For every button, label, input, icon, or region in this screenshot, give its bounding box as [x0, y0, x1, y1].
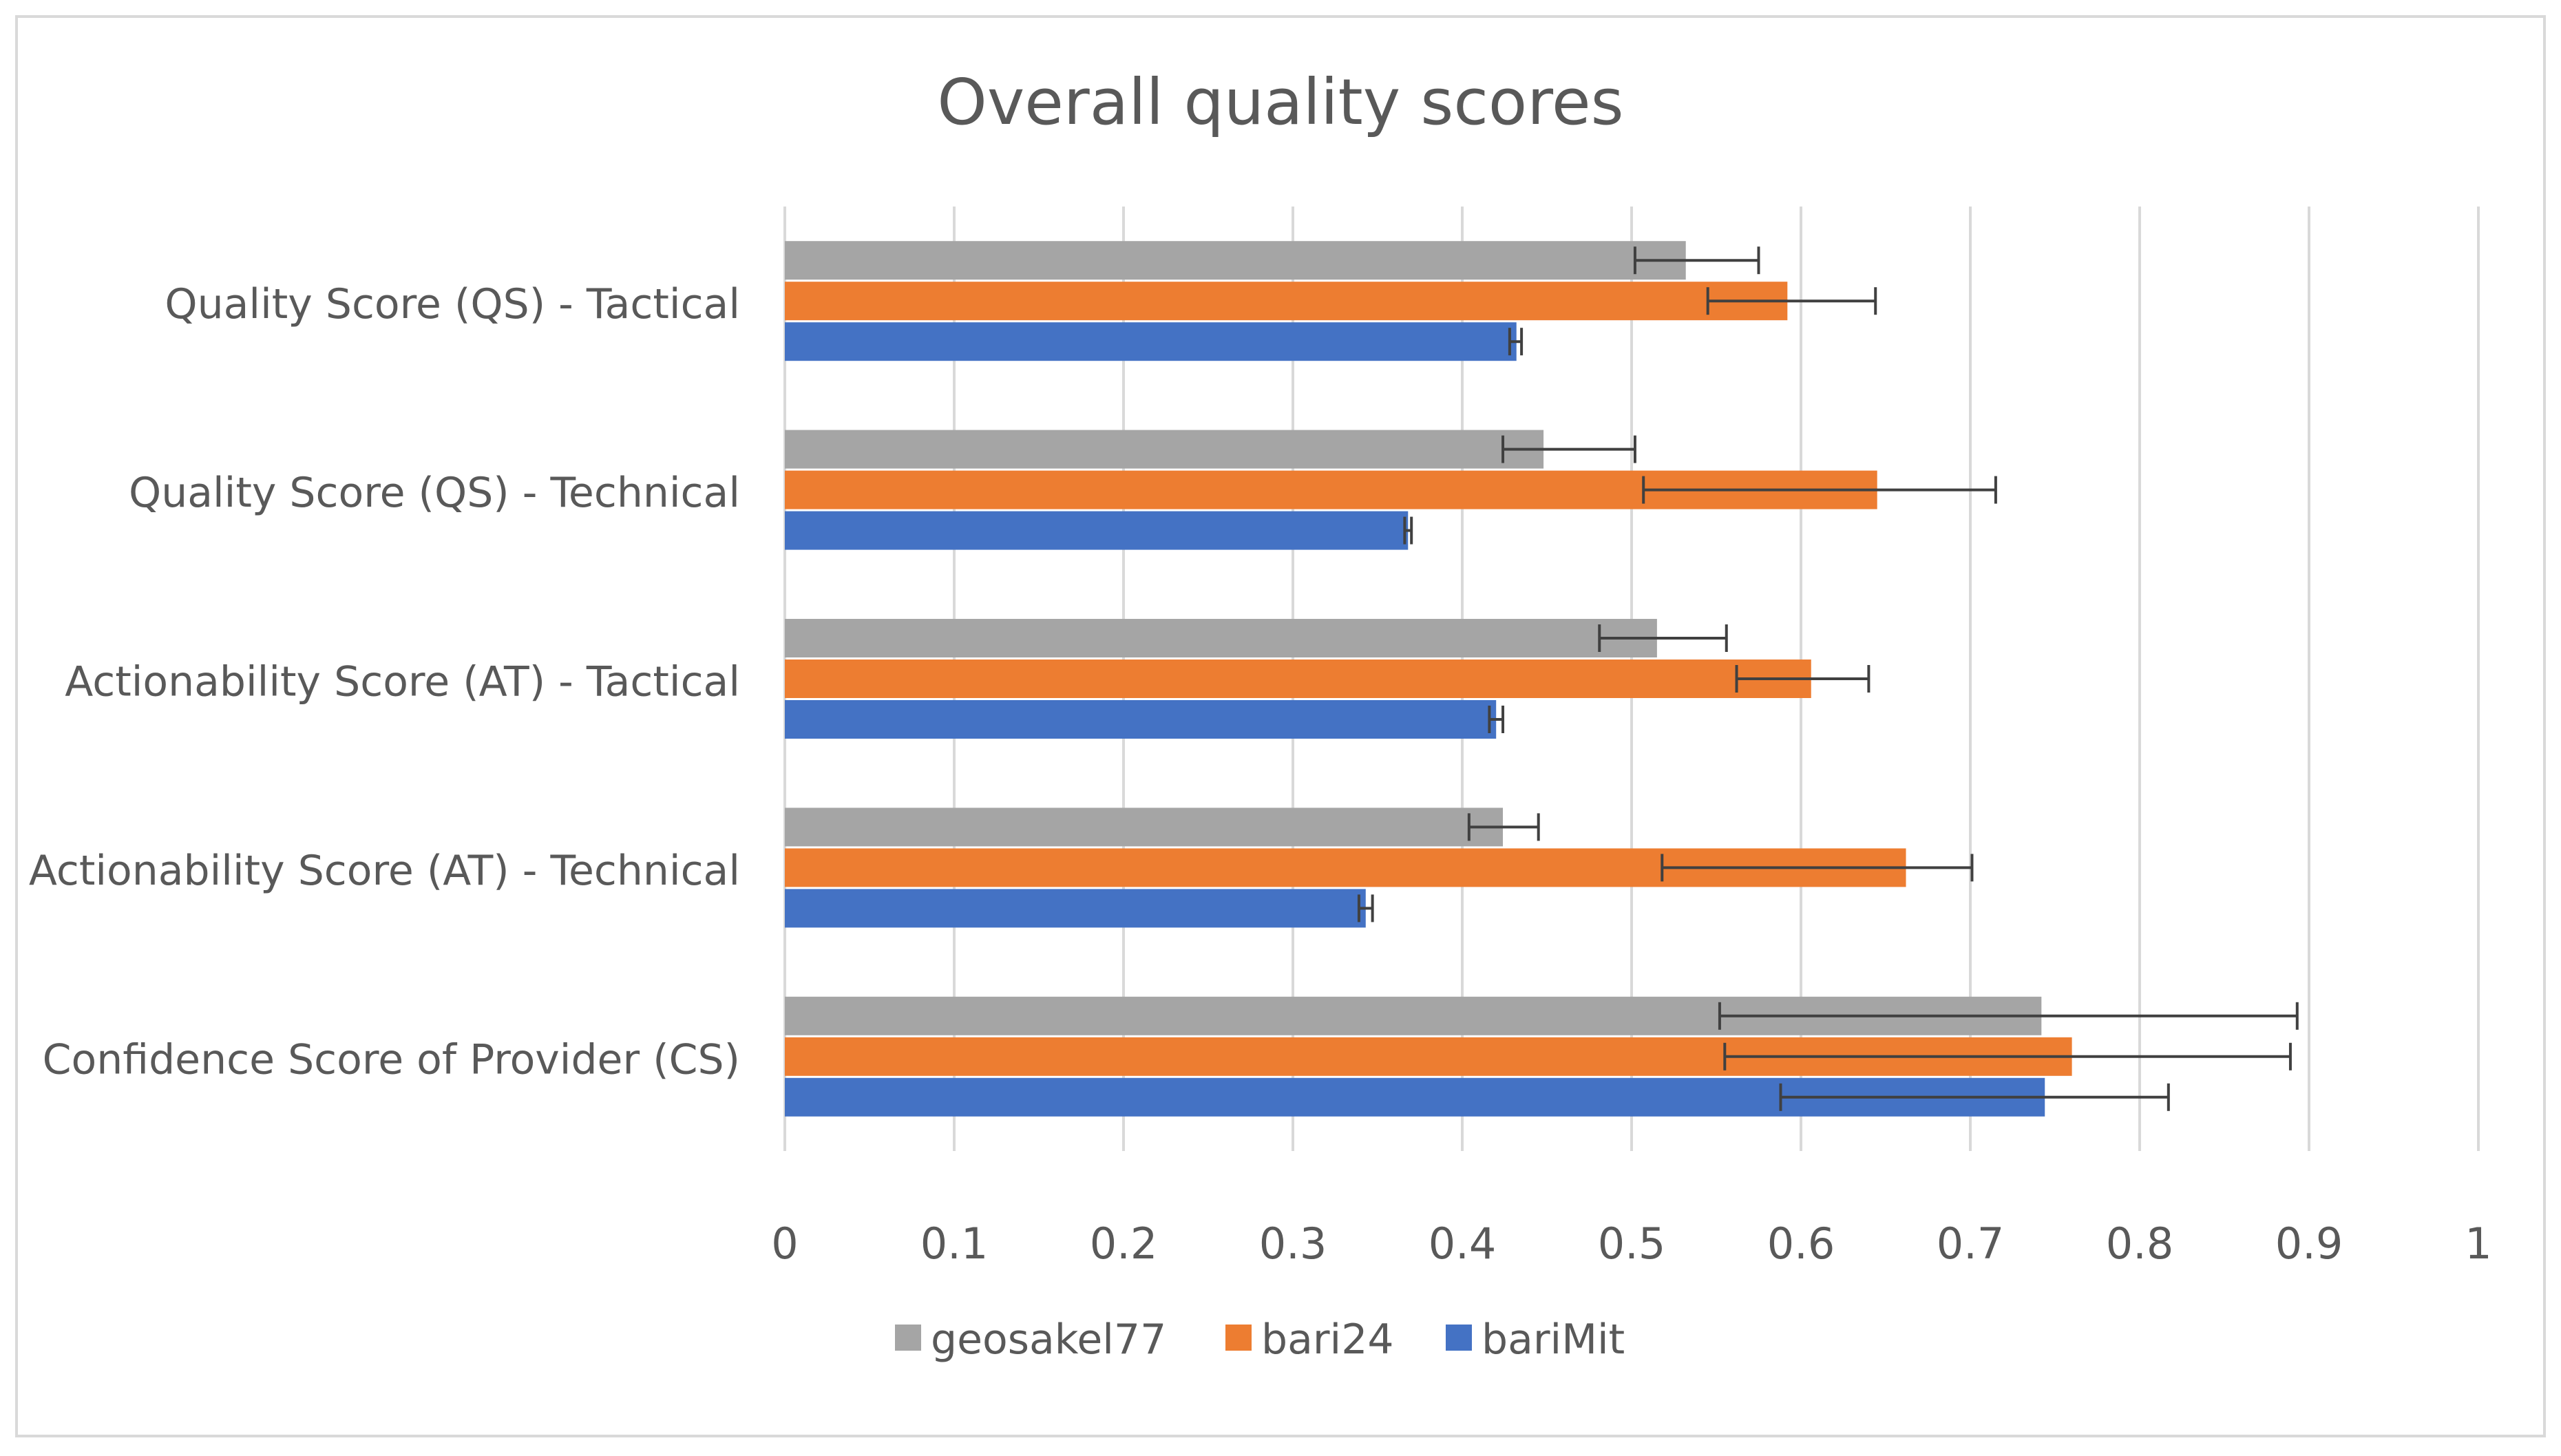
bar-geosakel77 — [785, 808, 1504, 847]
bar-geosakel77 — [785, 619, 1657, 657]
bar-bari24 — [785, 660, 1811, 698]
error-bars — [1357, 246, 2299, 1111]
legend-label-bari24: bari24 — [1261, 1316, 1394, 1364]
x-tick-label: 0.6 — [1767, 1218, 1835, 1269]
bar-geosakel77 — [785, 241, 1686, 280]
bar-bariMit — [785, 700, 1497, 739]
legend-swatch-bariMit — [1446, 1325, 1472, 1351]
x-tick-label: 0.4 — [1429, 1218, 1497, 1269]
chart-title: Overall quality scores — [937, 65, 1623, 139]
bar-bariMit — [785, 322, 1517, 361]
legend-label-geosakel77: geosakel77 — [931, 1316, 1166, 1364]
category-label: Quality Score (QS) - Tactical — [165, 280, 740, 328]
bar-bariMit — [785, 889, 1366, 928]
category-labels: Quality Score (QS) - Tactical Quality Sco… — [29, 280, 740, 1084]
legend-swatch-bari24 — [1225, 1325, 1252, 1351]
legend: geosakel77 bari24 bariMit — [895, 1316, 1625, 1364]
category-label: Confidence Score of Provider (CS) — [43, 1035, 740, 1084]
x-axis-ticks: 0 0.1 0.2 0.3 0.4 0.5 0.6 0.7 0.8 0.9 1 — [771, 1218, 2491, 1269]
grid-lines — [783, 207, 2480, 1151]
category-label: Actionability Score (AT) - Tactical — [65, 658, 740, 706]
category-label: Actionability Score (AT) - Technical — [29, 847, 740, 895]
legend-swatch-geosakel77 — [895, 1325, 921, 1351]
x-tick-label: 0.7 — [1937, 1218, 2005, 1269]
legend-label-bariMit: bariMit — [1482, 1316, 1625, 1364]
x-tick-label: 0 — [771, 1218, 798, 1269]
bar-bariMit — [785, 511, 1409, 550]
bar-geosakel77 — [785, 430, 1544, 469]
x-tick-label: 0.1 — [920, 1218, 989, 1269]
bars — [785, 241, 2072, 1117]
bar-bari24 — [785, 282, 1788, 321]
x-tick-label: 0.8 — [2106, 1218, 2174, 1269]
category-label: Quality Score (QS) - Technical — [129, 469, 740, 517]
x-tick-label: 0.2 — [1090, 1218, 1158, 1269]
x-tick-label: 0.9 — [2275, 1218, 2343, 1269]
x-tick-label: 1 — [2465, 1218, 2491, 1269]
x-tick-label: 0.3 — [1259, 1218, 1327, 1269]
x-tick-label: 0.5 — [1598, 1218, 1666, 1269]
